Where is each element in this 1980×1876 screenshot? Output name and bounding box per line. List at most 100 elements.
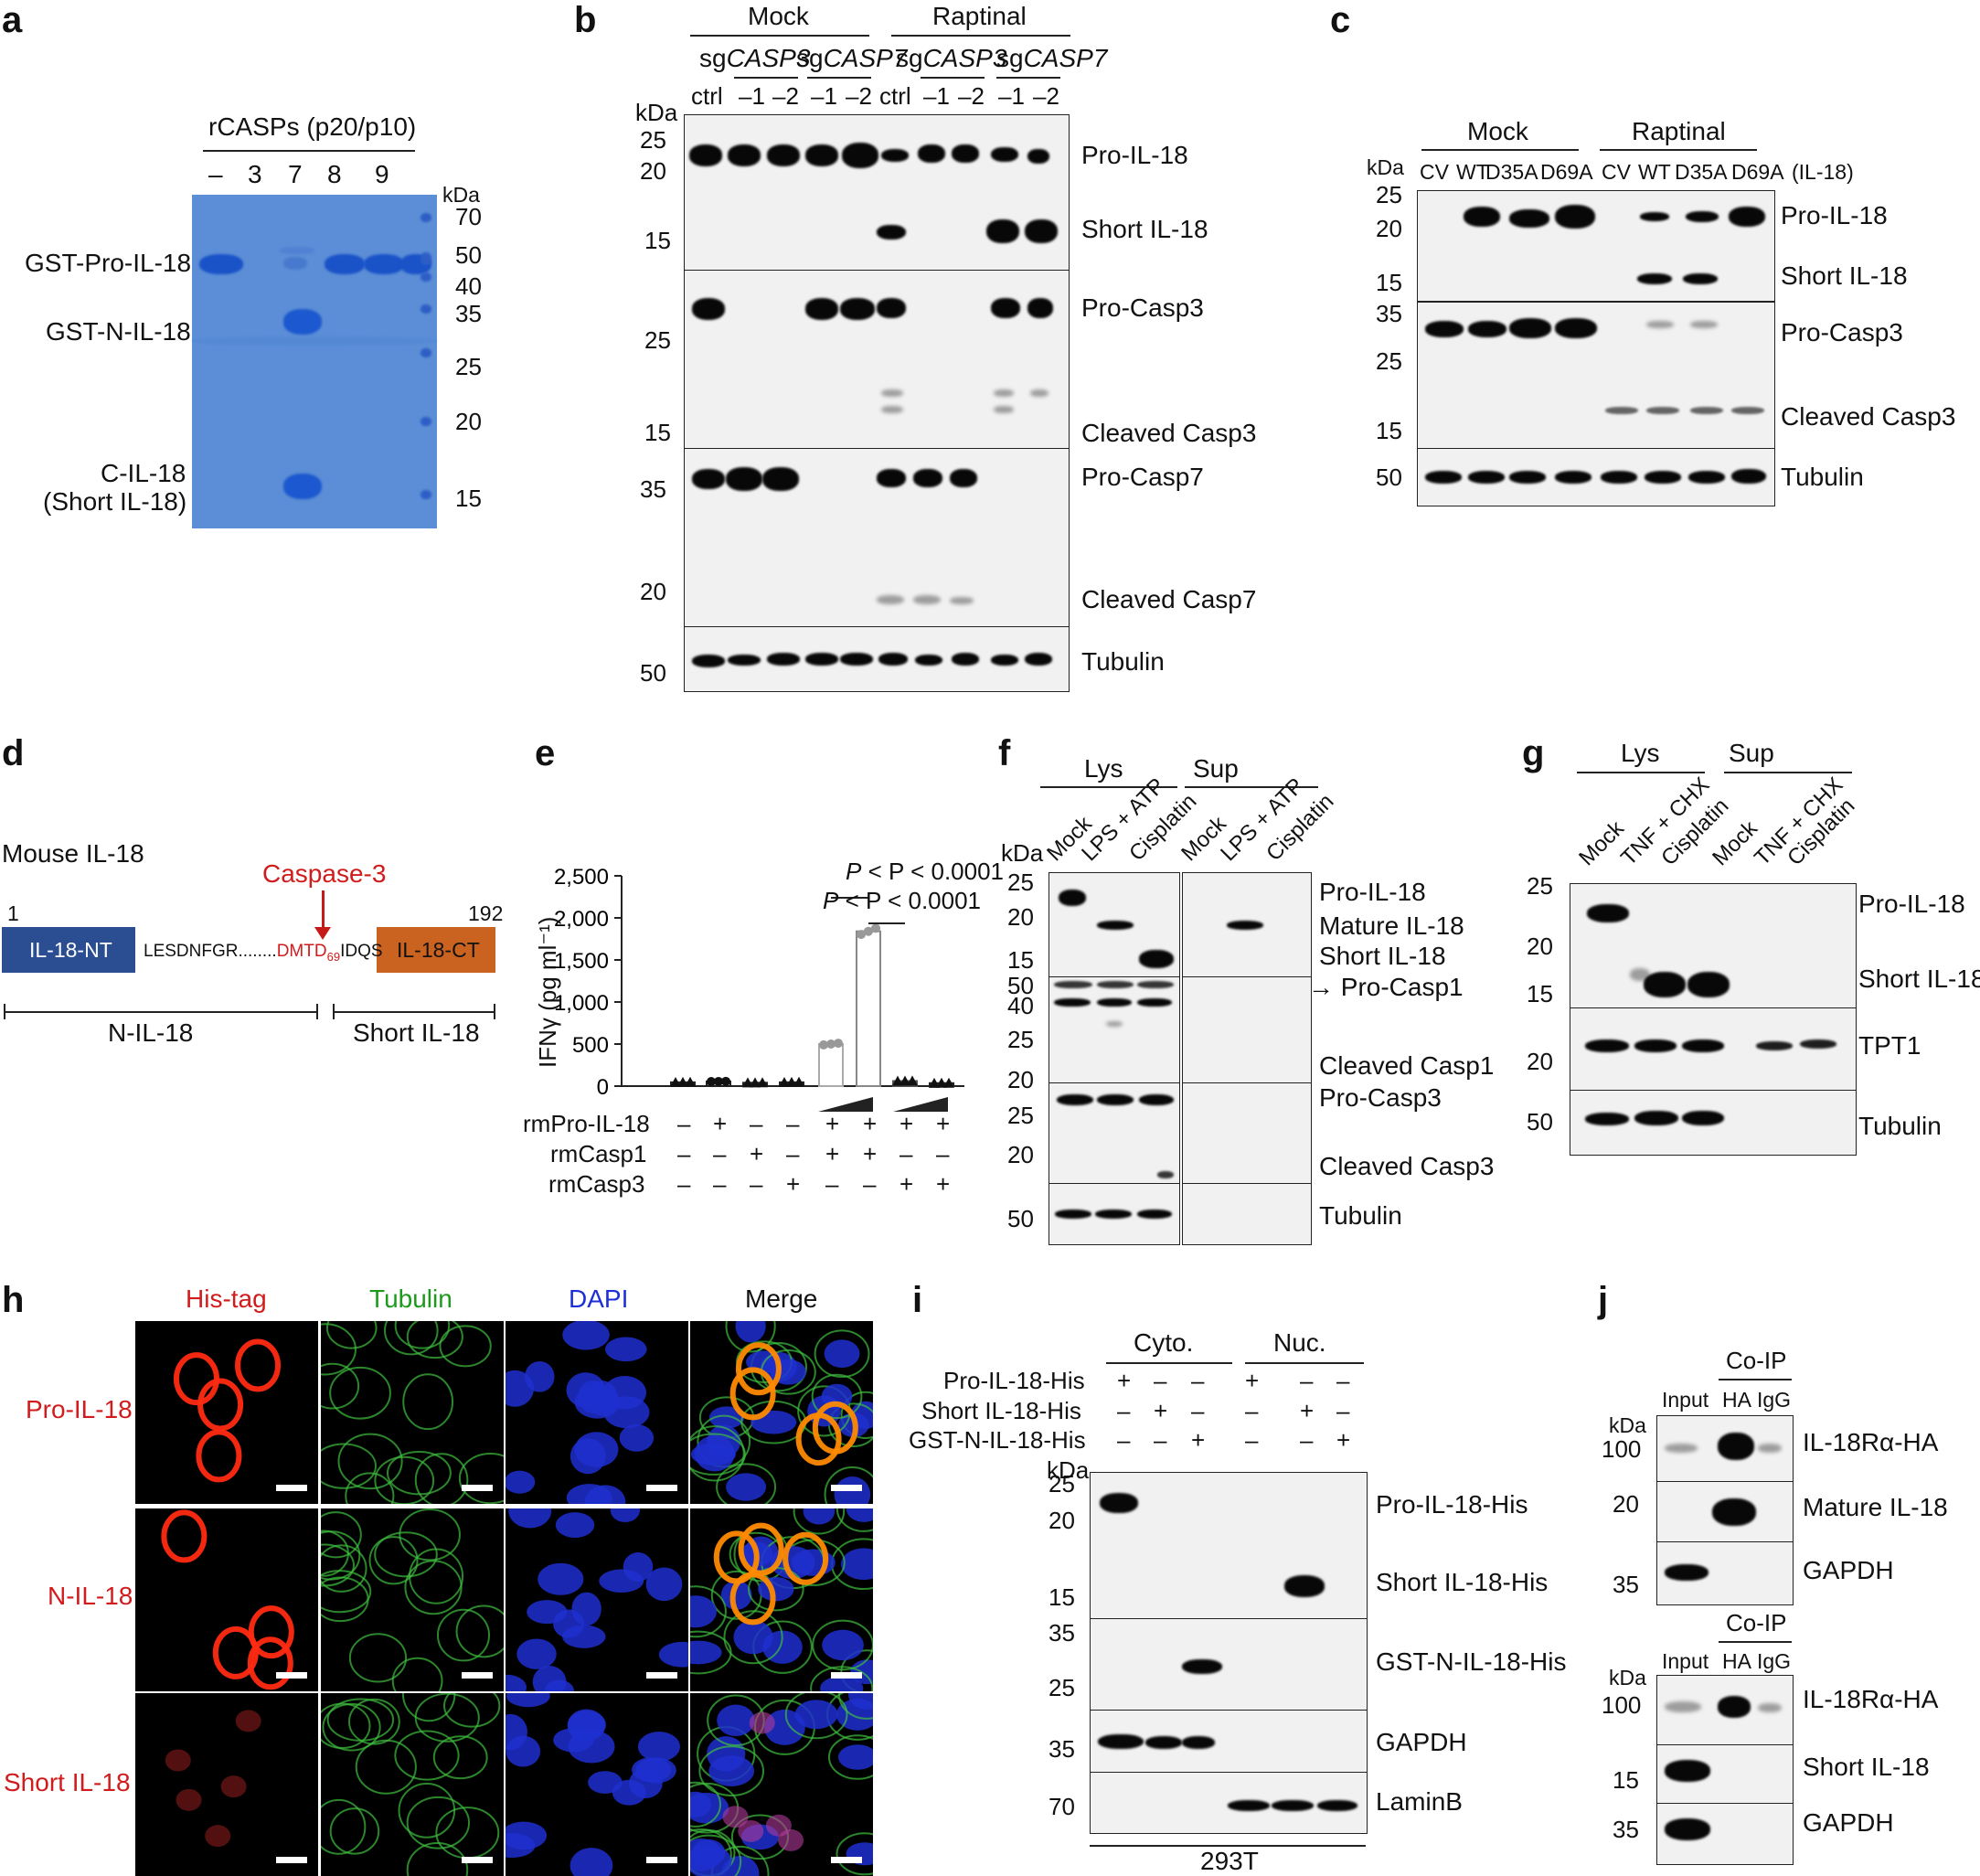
treatment-sign: + [936, 1110, 951, 1137]
lane-label: – [208, 160, 223, 188]
treatment-row-label: Short IL-18-His [921, 1397, 1081, 1424]
treatment-sign: – [677, 1170, 691, 1198]
blot-il18 [1049, 872, 1180, 978]
blot-casp3-sup [1182, 1082, 1312, 1185]
data-point [786, 1076, 797, 1087]
blot-il18ra [1656, 1415, 1794, 1483]
marker: 15 [1007, 946, 1034, 974]
micrograph [135, 1508, 318, 1691]
marker: 20 [1007, 903, 1034, 931]
marker: 25 [1007, 1026, 1034, 1053]
arrow-icon: → [1308, 973, 1334, 1001]
treatment-sign: + [1154, 1397, 1168, 1424]
blot-il18-sup [1182, 872, 1312, 978]
panel-f-letter: f [998, 733, 1011, 773]
marker: 20 [1007, 1141, 1034, 1168]
data-point [793, 1076, 804, 1087]
group-label: Sup [1193, 754, 1239, 783]
micrograph [690, 1508, 873, 1691]
blot-label: Short IL-18 [1781, 261, 1908, 290]
panel-h-letter: h [2, 1280, 25, 1320]
blot-label: Pro-Casp3 [1081, 293, 1204, 322]
blot-label: Cleaved Casp3 [1319, 1152, 1495, 1180]
marker: 25 [1049, 1470, 1075, 1498]
group-label: Sup [1729, 739, 1774, 767]
scale-bar [646, 1485, 677, 1491]
coomassie-gel [192, 195, 437, 528]
treatment-sign: + [1117, 1367, 1132, 1394]
blot-label: Pro-IL-18 [1319, 878, 1426, 906]
lane-label: –2 [1033, 82, 1059, 110]
row-header: Pro-IL-18 [26, 1395, 133, 1423]
gradient-triangle [818, 1097, 873, 1112]
blot-casp3 [684, 270, 1070, 450]
y-tick-label: 500 [572, 1033, 609, 1058]
kda-label: kDa [1609, 1666, 1646, 1689]
treatment-sign: – [1336, 1397, 1350, 1424]
lane-label: 9 [375, 160, 389, 188]
panel-j-letter: j [1598, 1280, 1609, 1320]
residue-start: 1 [7, 901, 19, 925]
panel-d-letter: d [2, 733, 25, 773]
scale-bar [462, 1857, 493, 1863]
blot-label: LaminB [1376, 1787, 1463, 1816]
lane-label: D35A [1485, 160, 1538, 184]
column-header: His-tag [186, 1284, 267, 1313]
panel-d-title: Mouse IL-18 [2, 839, 144, 868]
data-point [677, 1076, 688, 1087]
micrograph [506, 1508, 688, 1691]
treatment-row-label: rmPro-IL-18 [523, 1110, 650, 1137]
short-label: Short IL-18 [353, 1018, 480, 1047]
blot-casp3 [1049, 1082, 1180, 1185]
blot-label: Pro-Casp3 [1781, 318, 1903, 346]
marker: 40 [455, 272, 482, 300]
treatment-sign: + [786, 1170, 801, 1198]
lane-label: HA [1722, 1388, 1751, 1412]
marker: 50 [640, 659, 666, 687]
treatment-sign: + [713, 1110, 728, 1137]
treatment-sign: – [750, 1170, 763, 1198]
sgrna-label: sgCASP3 [699, 44, 811, 72]
cleavage-arrow [322, 890, 325, 929]
marker: 20 [1613, 1490, 1639, 1518]
treatment-sign: – [863, 1170, 877, 1198]
panel-a-letter: a [2, 0, 23, 40]
lane-label: 8 [327, 160, 342, 188]
lane-label: HA [1722, 1649, 1751, 1673]
scale-bar [276, 1672, 307, 1679]
marker: 35 [1049, 1735, 1075, 1763]
group-label: Mock [748, 2, 809, 30]
treatment-sign: – [713, 1170, 727, 1198]
treatment-sign: – [1300, 1426, 1314, 1454]
p-value: P < P < 0.0001 [823, 887, 982, 914]
blot-label: Mature IL-18 [1319, 911, 1464, 940]
lane-label: CV [1420, 160, 1449, 184]
lane-label: 3 [248, 160, 262, 188]
blot-il18 [1417, 190, 1775, 302]
marker: 20 [1007, 1066, 1034, 1093]
blot-label: Short IL-18 [1081, 215, 1208, 243]
treatment-sign: + [936, 1170, 951, 1198]
lane-label: IgG [1757, 1649, 1792, 1673]
lane-label: D69A [1731, 160, 1784, 184]
marker: 25 [1527, 872, 1553, 900]
gradient-triangle [893, 1097, 948, 1112]
blot-il18 [1570, 883, 1857, 1009]
row-header: N-IL-18 [48, 1582, 133, 1610]
lane-label: –1 [923, 82, 950, 110]
treatment-sign: – [1154, 1367, 1167, 1394]
treatment-sign: – [750, 1110, 763, 1137]
marker: 25 [1007, 1102, 1034, 1129]
treatment-sign: + [750, 1140, 764, 1167]
treatment-sign: – [1245, 1426, 1259, 1454]
treatment-sign: + [900, 1110, 914, 1137]
blot-label: Tubulin [1781, 463, 1864, 491]
marker: 25 [1007, 869, 1034, 896]
blot-gapdh [1656, 1803, 1794, 1865]
blot-label: GAPDH [1803, 1808, 1894, 1837]
treatment-sign: – [1117, 1397, 1131, 1424]
data-point [892, 1075, 903, 1086]
lane-label: –2 [846, 82, 872, 110]
panel-e-letter: e [535, 733, 556, 773]
blot-label: Cleaved Casp7 [1081, 585, 1257, 613]
